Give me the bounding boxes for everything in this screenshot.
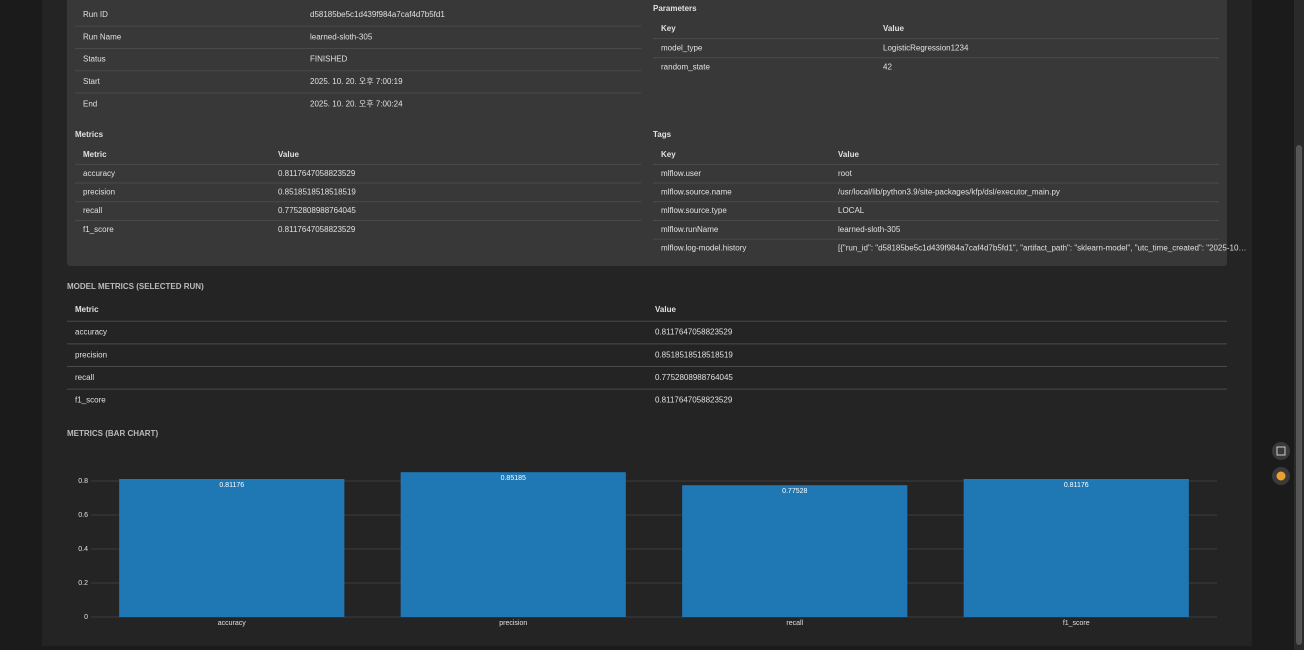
table-cell: model_type xyxy=(661,43,703,52)
table-cell: learned-sloth-305 xyxy=(310,32,373,41)
table-cell: precision xyxy=(75,350,107,359)
section-title: MODEL METRICS (SELECTED RUN) xyxy=(67,282,204,291)
bar xyxy=(963,479,1189,617)
table-cell: Key xyxy=(661,150,676,159)
table-cell: mlflow.source.name xyxy=(661,188,732,197)
table-cell: 2025. 10. 20. 오후 7:00:19 xyxy=(310,77,403,86)
table-cell: Value xyxy=(655,305,676,314)
section-title: Metrics xyxy=(75,130,104,139)
table-cell: End xyxy=(83,99,97,108)
table-cell: mlflow.runName xyxy=(661,225,719,234)
table-cell: 0.7752808988764045 xyxy=(655,373,733,382)
table-cell: 0.8518518518518519 xyxy=(655,350,733,359)
table-cell: d58185be5c1d439f984a7caf4d7b5fd1 xyxy=(310,10,445,19)
section-title: Tags xyxy=(653,130,672,139)
table-cell: precision xyxy=(83,188,115,197)
table-cell: random_state xyxy=(661,63,710,72)
section-title: Parameters xyxy=(653,4,697,13)
table-cell: FINISHED xyxy=(310,55,348,64)
y-tick-label: 0 xyxy=(84,614,88,621)
table-cell: Metric xyxy=(83,150,107,159)
table-cell: Run Name xyxy=(83,32,122,41)
table-cell: 0.8117647058823529 xyxy=(278,169,356,178)
table-cell: recall xyxy=(83,206,102,215)
value-label: 0.77528 xyxy=(782,488,807,495)
x-tick-label: recall xyxy=(786,620,803,627)
table-cell: mlflow.log-model.history xyxy=(661,244,746,253)
table-cell: LOCAL xyxy=(838,206,865,215)
table-cell: 0.8117647058823529 xyxy=(278,225,356,234)
table-cell: Status xyxy=(83,55,106,64)
table-cell: Start xyxy=(83,77,101,86)
table-cell: 0.7752808988764045 xyxy=(278,206,356,215)
table-cell: learned-sloth-305 xyxy=(838,225,901,234)
bar xyxy=(400,472,626,617)
table-cell: Value xyxy=(883,24,904,33)
value-label: 0.85185 xyxy=(501,475,526,482)
x-tick-label: accuracy xyxy=(218,620,247,627)
table-cell: 0.8117647058823529 xyxy=(655,396,733,405)
book-icon xyxy=(1276,446,1286,456)
table-cell: LogisticRegression1234 xyxy=(883,43,969,52)
table-cell: Run ID xyxy=(83,10,108,19)
table-cell: [{"run_id": "d58185be5c1d439f984a7caf4d7… xyxy=(838,244,1246,253)
table-cell: 42 xyxy=(883,63,892,72)
y-tick-label: 0.6 xyxy=(78,512,88,519)
run-card xyxy=(67,0,1227,266)
table-cell: accuracy xyxy=(75,328,107,337)
value-label: 0.81176 xyxy=(219,482,244,489)
book-button[interactable] xyxy=(1272,442,1290,460)
scrollbar-thumb[interactable] xyxy=(1296,145,1302,645)
theme-icon xyxy=(1276,471,1286,481)
table-cell: mlflow.user xyxy=(661,169,701,178)
table-cell: f1_score xyxy=(75,396,106,405)
table-cell: Value xyxy=(278,150,299,159)
table-cell: root xyxy=(838,169,853,178)
x-tick-label: precision xyxy=(499,620,527,627)
table-cell: recall xyxy=(75,373,94,382)
table-cell: Key xyxy=(661,24,676,33)
table-cell: mlflow.source.type xyxy=(661,206,727,215)
bar xyxy=(682,485,908,617)
table-cell: 2025. 10. 20. 오후 7:00:24 xyxy=(310,99,403,108)
chart-title: METRICS (BAR CHART) xyxy=(67,429,158,438)
table-cell: 0.8117647058823529 xyxy=(655,328,733,337)
x-tick-label: f1_score xyxy=(1063,620,1090,627)
bar xyxy=(119,479,345,617)
value-label: 0.81176 xyxy=(1064,482,1089,489)
y-tick-label: 0.8 xyxy=(78,478,88,485)
table-cell: 0.8518518518518519 xyxy=(278,188,356,197)
table-cell: Metric xyxy=(75,305,99,314)
table-cell: /usr/local/lib/python3.9/site-packages/k… xyxy=(838,188,1060,197)
y-tick-label: 0.2 xyxy=(78,580,88,587)
table-cell: f1_score xyxy=(83,225,114,234)
table-cell: Value xyxy=(838,150,859,159)
table-cell: accuracy xyxy=(83,169,115,178)
y-tick-label: 0.4 xyxy=(78,546,88,553)
